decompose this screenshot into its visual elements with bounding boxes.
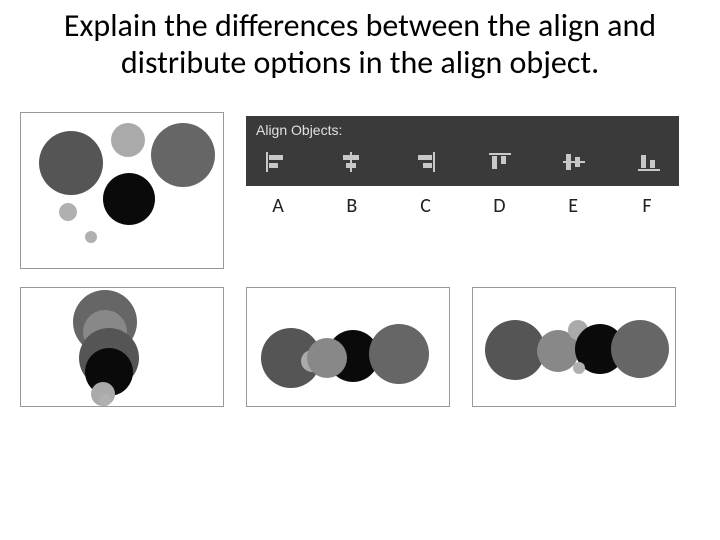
page-title: Explain the differences between the alig… bbox=[20, 8, 700, 82]
label-a: A bbox=[266, 194, 290, 218]
align-bottom-icon[interactable] bbox=[637, 150, 661, 174]
circle-shape bbox=[611, 320, 669, 378]
label-f: F bbox=[635, 194, 659, 218]
circle-shape bbox=[59, 203, 77, 221]
align-top-icon[interactable] bbox=[488, 150, 512, 174]
example-box-a bbox=[20, 287, 224, 407]
align-vcenter-icon[interactable] bbox=[562, 150, 586, 174]
label-c: C bbox=[414, 194, 438, 218]
circle-shape bbox=[307, 338, 347, 378]
example-box-c bbox=[472, 287, 676, 407]
example-box-original bbox=[20, 112, 224, 269]
circle-shape bbox=[103, 173, 155, 225]
content-area: Align Objects: bbox=[20, 112, 700, 407]
panel-wrapper: Align Objects: bbox=[246, 116, 679, 218]
circle-shape bbox=[85, 231, 97, 243]
circle-shape bbox=[573, 362, 585, 374]
panel-title: Align Objects: bbox=[246, 120, 679, 144]
align-panel: Align Objects: bbox=[246, 116, 679, 186]
panel-icons-row bbox=[246, 144, 679, 182]
circle-shape bbox=[151, 123, 215, 187]
label-d: D bbox=[487, 194, 511, 218]
example-box-b bbox=[246, 287, 450, 407]
row-2 bbox=[20, 287, 700, 407]
circle-shape bbox=[485, 320, 545, 380]
label-b: B bbox=[340, 194, 364, 218]
circle-shape bbox=[369, 324, 429, 384]
align-hcenter-icon[interactable] bbox=[339, 150, 363, 174]
circle-shape bbox=[39, 131, 103, 195]
align-right-icon[interactable] bbox=[413, 150, 437, 174]
circle-shape bbox=[111, 123, 145, 157]
circle-shape bbox=[99, 394, 111, 406]
label-e: E bbox=[561, 194, 585, 218]
align-left-icon[interactable] bbox=[264, 150, 288, 174]
row-1: Align Objects: bbox=[20, 112, 700, 269]
panel-labels-row: A B C D E F bbox=[246, 186, 679, 218]
